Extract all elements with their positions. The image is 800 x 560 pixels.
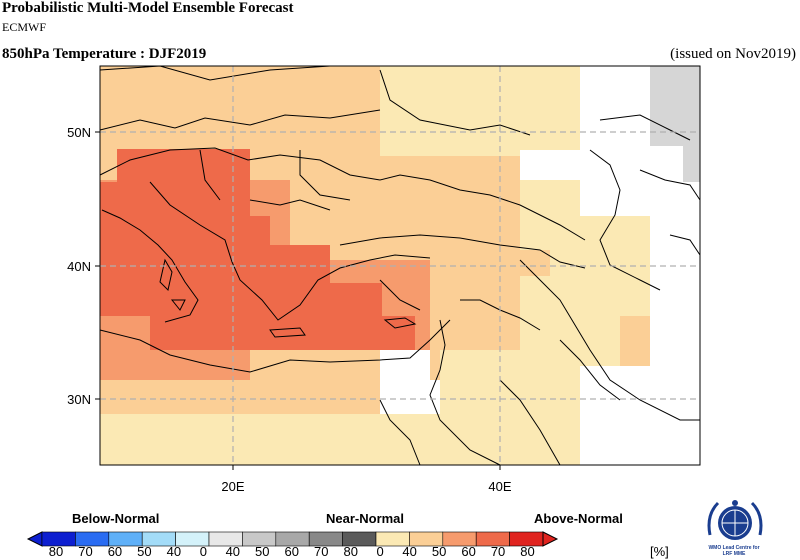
field-above-50-iran-south xyxy=(620,316,650,366)
colorbar-tick-label: 0 xyxy=(377,544,384,559)
colorbar-tick-label: 40 xyxy=(167,544,181,559)
field-above-50-south xyxy=(100,414,440,465)
colorbar-right-arrow xyxy=(542,531,559,547)
colorbar-left-arrow xyxy=(26,531,43,547)
colorbar-tick-label: 60 xyxy=(285,544,299,559)
lat-tick-40: 40N xyxy=(67,259,91,274)
colorbar-tick-label: 80 xyxy=(49,544,63,559)
colorbar-tick-label: 80 xyxy=(343,544,357,559)
colorbar xyxy=(26,531,559,547)
colorbar-tick-label: 40 xyxy=(226,544,240,559)
colorbar-ticks: 80 70 60 50 40 0 40 50 60 70 80 0 40 50 60 70 80 xyxy=(49,544,535,559)
colorbar-tick-label: 50 xyxy=(137,544,151,559)
legend-near-normal: Near-Normal xyxy=(326,511,405,526)
legend-below-normal: Below-Normal xyxy=(72,511,160,526)
colorbar-tick-label: 60 xyxy=(461,544,475,559)
field-no-signal-east xyxy=(650,316,700,465)
variable-title: 850hPa Temperature : DJF2019 xyxy=(2,46,207,62)
colorbar-tick-label: 50 xyxy=(255,544,269,559)
field-near-normal-ne xyxy=(650,66,700,146)
field-near-normal-ne2 xyxy=(683,146,700,182)
colorbar-unit: [%] xyxy=(650,544,669,559)
colorbar-tick-label: 80 xyxy=(520,544,534,559)
field-no-signal-caspian xyxy=(580,156,700,216)
colorbar-tick-label: 40 xyxy=(402,544,416,559)
colorbar-tick-label: 0 xyxy=(200,544,207,559)
field-no-signal-gulf xyxy=(580,414,650,465)
coastlines xyxy=(99,65,701,466)
wmo-logo-text: WMO Lead Centre for LRF MME xyxy=(708,545,760,557)
lat-tick-30: 30N xyxy=(67,392,91,407)
field-above-40-east xyxy=(380,66,580,156)
probability-field xyxy=(100,66,700,465)
field-no-signal-kaz xyxy=(520,150,580,180)
model-name: ECMWF xyxy=(2,20,47,34)
wmo-logo xyxy=(707,500,763,540)
colorbar-tick-label: 50 xyxy=(432,544,446,559)
islands xyxy=(159,258,417,338)
colorbar-tick-label: 70 xyxy=(491,544,505,559)
lon-tick-40: 40E xyxy=(488,479,511,494)
colorbar-tick-label: 60 xyxy=(108,544,122,559)
colorbar-tick-label: 70 xyxy=(314,544,328,559)
field-above-40-arabia xyxy=(440,350,580,465)
forecast-title: Probabilistic Multi-Model Ensemble Forec… xyxy=(2,0,294,16)
issued-date: (issued on Nov2019) xyxy=(670,46,796,62)
lon-tick-20: 20E xyxy=(221,479,244,494)
colorbar-tick-label: 70 xyxy=(78,544,92,559)
axis-ticks xyxy=(95,131,501,470)
lat-tick-50: 50N xyxy=(67,125,91,140)
legend-above-normal: Above-Normal xyxy=(534,511,623,526)
map-grid xyxy=(100,66,700,465)
field-no-signal-ne xyxy=(580,66,650,156)
